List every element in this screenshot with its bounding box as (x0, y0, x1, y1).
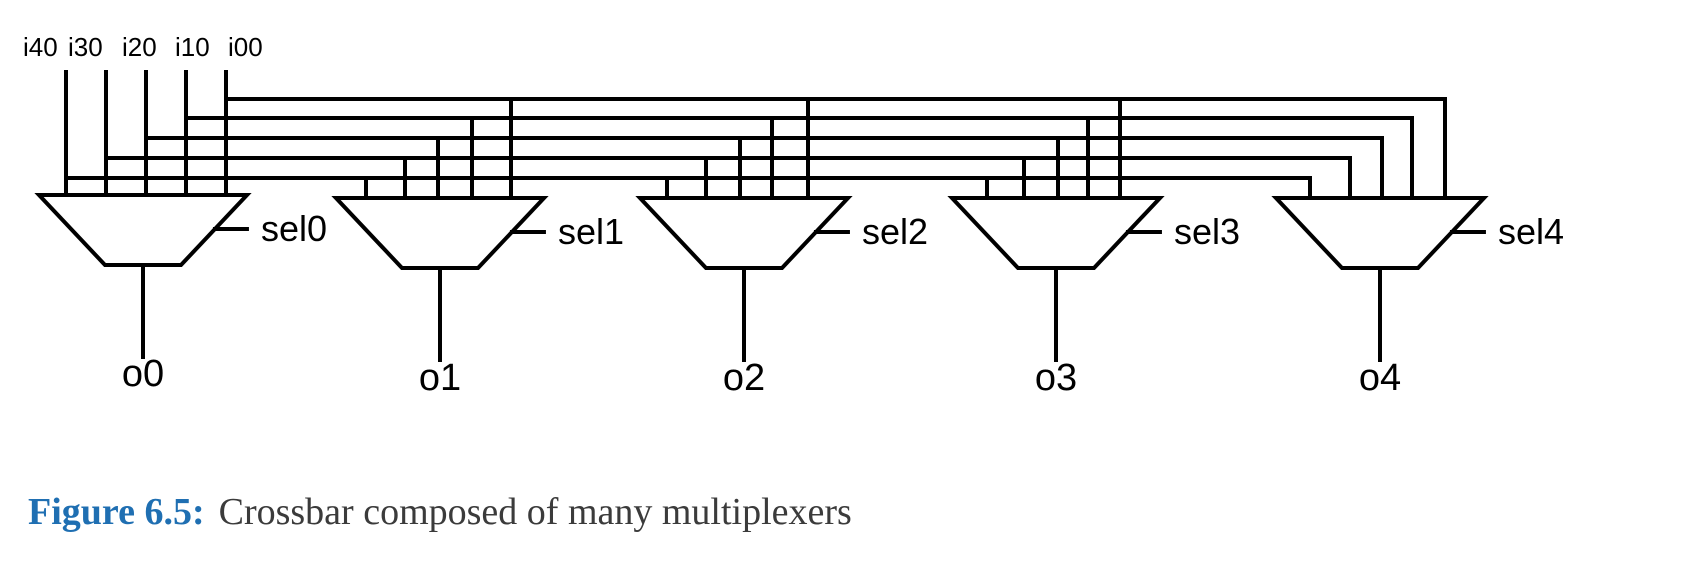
multiplexer-1 (331, 196, 549, 270)
output-label-4: o4 (1359, 357, 1401, 399)
caption-label: Figure 6.5: (28, 491, 205, 533)
multiplexer-array (34, 193, 1489, 362)
input-label-i10: i10 (175, 32, 210, 62)
select-label-1: sel1 (558, 211, 624, 252)
input-label-i40: i40 (23, 32, 58, 62)
crossbar-diagram: sel0 o0 sel1 o1 sel2 o2 sel3 o3 sel4 o4 i40 i30 i20 i… (23, 32, 1564, 399)
multiplexer-2 (635, 196, 853, 270)
figure-caption: Figure 6.5: Crossbar composed of many mul… (28, 490, 852, 534)
diagram-labels: sel0 o0 sel1 o1 sel2 o2 sel3 o3 sel4 o4 i40 i30 i20 i… (23, 32, 1564, 399)
select-label-3: sel3 (1174, 211, 1240, 252)
multiplexer-4 (1271, 196, 1489, 270)
output-label-1: o1 (419, 357, 461, 399)
multiplexer-0 (34, 193, 252, 267)
input-label-i20: i20 (122, 32, 157, 62)
select-label-0: sel0 (261, 208, 327, 249)
output-label-0: o0 (122, 353, 164, 395)
select-label-4: sel4 (1498, 211, 1564, 252)
output-label-3: o3 (1035, 357, 1077, 399)
input-bus-wires (64, 70, 1447, 200)
caption-text: Crossbar composed of many multiplexers (218, 491, 852, 533)
output-label-2: o2 (723, 357, 765, 399)
input-label-i30: i30 (68, 32, 103, 62)
input-label-i00: i00 (228, 32, 263, 62)
multiplexer-3 (947, 196, 1165, 270)
select-label-2: sel2 (862, 211, 928, 252)
